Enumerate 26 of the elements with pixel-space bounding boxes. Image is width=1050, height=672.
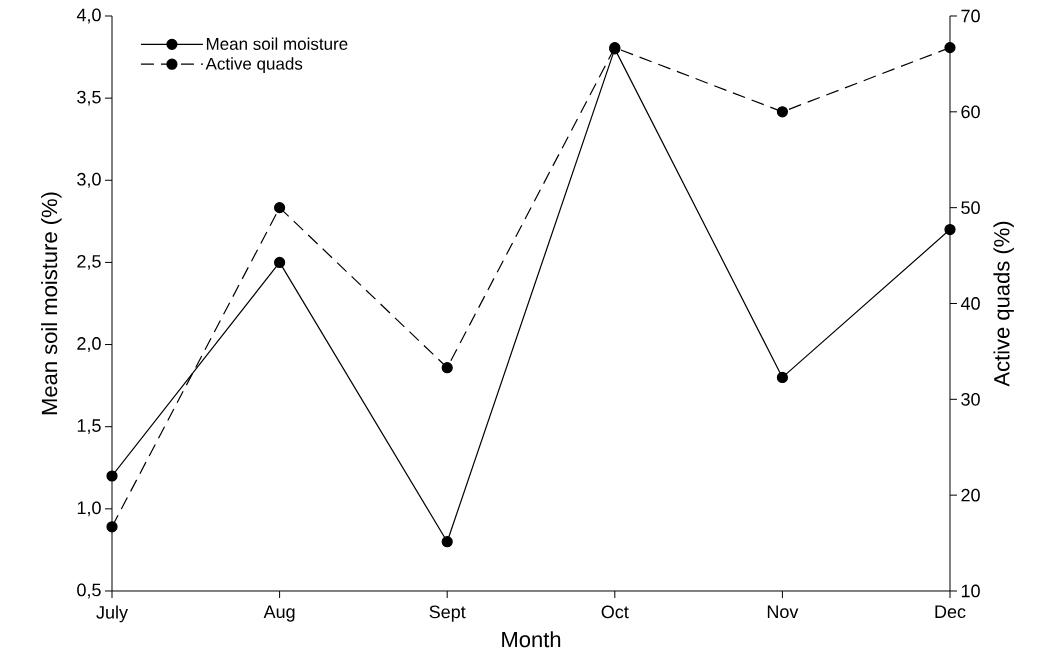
y-axis-title: Mean soil moisture (%) [41, 192, 62, 415]
y-tick-label: 0,5 [77, 583, 101, 599]
y-tick-label: 2,5 [77, 254, 101, 270]
y-tick-label: 1,5 [77, 419, 101, 435]
legend-label: Mean soil moisture [206, 37, 348, 50]
y2-tick-label: 10 [961, 584, 980, 598]
x-axis-title: Month [502, 631, 561, 648]
y2-tick-label: 60 [961, 105, 980, 119]
y-tick-label: 3,5 [77, 90, 101, 106]
x-tick-label: Dec [935, 605, 966, 619]
y2-tick-label: 30 [961, 392, 980, 406]
y-tick-label: 4,0 [76, 8, 101, 24]
x-tick-label: Nov [767, 605, 799, 619]
x-tick-label: Sept [429, 605, 466, 622]
y2-tick-label: 40 [960, 297, 980, 310]
legend-label: Active quads [205, 57, 303, 74]
x-tick-label: July [96, 605, 128, 623]
y-tick-label: 3,0 [77, 172, 101, 188]
y-tick-label: 2,0 [77, 337, 101, 352]
y2-tick-label: 70 [961, 9, 980, 23]
y-tick-label: 1,0 [77, 501, 101, 517]
x-tick-label: Oct [601, 605, 629, 619]
y2-tick-label: 50 [961, 201, 980, 215]
x-tick-label: Aug [263, 605, 295, 622]
y2-tick-label: 20 [961, 488, 980, 502]
y2-axis-title: Active quads (%) [993, 221, 1014, 387]
